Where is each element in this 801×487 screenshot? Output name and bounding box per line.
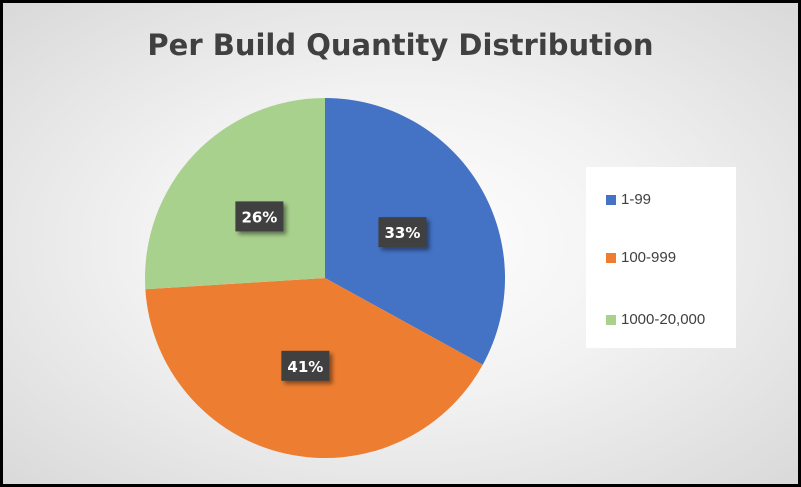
data-label-2: 26%: [235, 201, 284, 232]
legend-item-1-99: 1-99: [606, 191, 651, 208]
data-label-0: 33%: [378, 217, 427, 248]
legend-item-1000-20000: 1000-20,000: [606, 311, 705, 328]
legend: 1-99 100-999 1000-20,000: [586, 167, 736, 348]
data-label-box: [378, 217, 427, 248]
data-label-1: 41%: [281, 350, 330, 381]
legend-swatch: [606, 252, 616, 263]
data-label-text: 26%: [241, 208, 277, 226]
data-label-text: 33%: [385, 224, 421, 242]
pie-slice-2: [145, 98, 325, 290]
legend-item-100-999: 100-999: [606, 249, 676, 266]
data-label-box: [281, 350, 330, 381]
legend-label: 1000-20,000: [621, 311, 706, 328]
data-label-text: 41%: [287, 358, 323, 376]
data-label-box: [235, 201, 284, 232]
legend-swatch: [606, 194, 616, 205]
legend-label: 100-999: [621, 249, 677, 266]
legend-swatch: [606, 314, 616, 325]
chart-title: Per Build Quantity Distribution: [147, 28, 654, 62]
legend-label: 1-99: [621, 191, 652, 208]
